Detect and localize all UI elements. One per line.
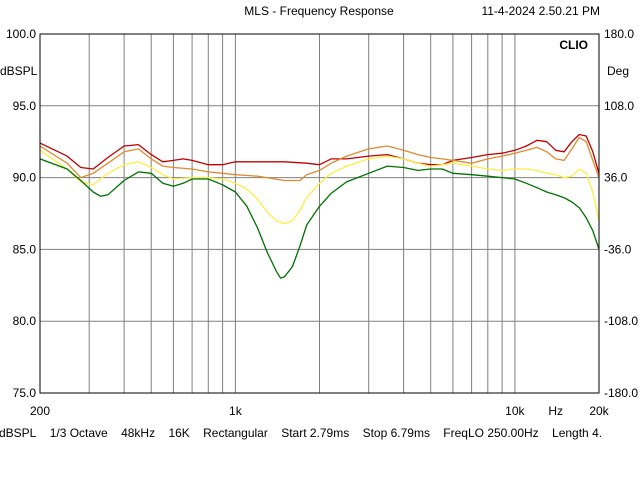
footer-freqlo: FreqLO 250.00Hz: [443, 426, 539, 440]
series-group: [39, 133, 600, 279]
y2-tick-label: -36.0: [604, 242, 632, 256]
series-line-4: [39, 158, 600, 279]
brand-label: CLIO: [559, 38, 588, 52]
y2-tick-label: 180.0: [604, 27, 634, 41]
y-tick-label: 85.0: [13, 242, 37, 256]
series-line-3: [39, 149, 600, 225]
y-tick-label: 75.0: [13, 386, 37, 400]
status-footer: dBSPL 1/3 Octave 48kHz 16K Rectangular S…: [0, 426, 640, 444]
x-tick-label: 200: [30, 404, 50, 418]
y-tick-label: 100.0: [6, 27, 36, 41]
footer-smoothing: 1/3 Octave: [49, 426, 108, 440]
chart-title: MLS - Frequency Response: [244, 4, 394, 18]
footer-size: 16K: [168, 426, 190, 440]
y2-tick-label: 36.0: [604, 171, 628, 185]
grid: [40, 34, 599, 393]
y2-axis-label: Deg: [607, 64, 629, 78]
timestamp: 11-4-2024 2.50.21 PM: [481, 4, 600, 18]
y-axis-label: dBSPL: [0, 64, 38, 78]
frequency-response-chart: MLS - Frequency Response 11-4-2024 2.50.…: [0, 4, 639, 418]
y-tick-label: 90.0: [13, 171, 37, 185]
y-tick-label: 80.0: [13, 314, 37, 328]
footer-sample-rate: 48kHz: [121, 426, 156, 440]
footer-units: dBSPL: [0, 426, 37, 440]
x-tick-label: 10k: [505, 404, 525, 418]
x-tick-label: 1k: [229, 404, 243, 418]
y2-tick-label: -108.0: [604, 314, 638, 328]
plot-frame: [39, 33, 600, 394]
footer-window: Rectangular: [203, 426, 268, 440]
footer-stop: Stop 6.79ms: [362, 426, 430, 440]
x-tick-label: Hz: [548, 404, 563, 418]
axis-labels: 100.0 95.0 90.0 85.0 80.0 75.0 180.0 108.0 36.0 -…: [0, 27, 638, 418]
footer-start: Start 2.79ms: [281, 426, 350, 440]
y-tick-label: 95.0: [13, 99, 37, 113]
series-line-2: [39, 136, 600, 182]
y2-tick-label: -180.0: [604, 386, 638, 400]
x-tick-label: 20k: [589, 404, 609, 418]
y2-tick-label: 108.0: [604, 99, 634, 113]
series-line-1: [39, 133, 600, 174]
footer-length: Length 4.: [552, 426, 603, 440]
